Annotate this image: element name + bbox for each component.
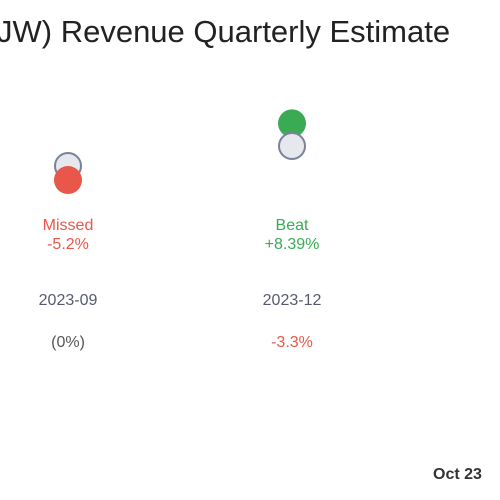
status-label: Missed: [43, 217, 94, 234]
status-label: Beat: [276, 217, 309, 234]
surprise-label: +8.39%: [265, 236, 320, 253]
date-label: 2023-09: [39, 292, 98, 309]
actual-dot: [54, 166, 82, 195]
yoy-label: -3.3%: [271, 334, 313, 351]
yoy-label: (0%): [51, 334, 85, 351]
footer-date: Oct 23: [433, 466, 482, 483]
chart-title: JW) Revenue Quarterly Estimate: [0, 14, 450, 49]
actual-dot: [278, 109, 306, 138]
estimate-dot: [278, 132, 306, 160]
surprise-label: -5.2%: [47, 236, 89, 253]
date-label: 2023-12: [263, 292, 322, 309]
